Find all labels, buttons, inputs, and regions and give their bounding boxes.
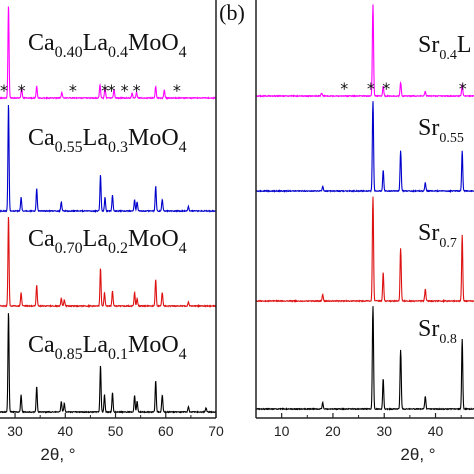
series-line-sr0-55 xyxy=(255,101,474,193)
series-label: Sr0.8 xyxy=(418,316,457,347)
impurity-marker: * xyxy=(133,81,141,100)
x-tick-label: 30 xyxy=(376,423,392,439)
impurity-marker: * xyxy=(108,81,116,100)
series-line-ca0-55la0-3moo4 xyxy=(0,104,216,213)
x-axis-title: 2θ, ° xyxy=(40,445,75,464)
series-line-sr0-7 xyxy=(255,196,474,303)
x-axis-title: 2θ, ° xyxy=(400,445,435,464)
x-tick-label: 30 xyxy=(7,423,23,439)
x-tick-label: 40 xyxy=(428,423,444,439)
impurity-marker: * xyxy=(382,79,390,98)
impurity-marker: * xyxy=(173,81,181,100)
series-label: Ca0.85La0.1MoO4 xyxy=(28,332,187,363)
impurity-marker: * xyxy=(18,81,26,100)
x-tick-label: 50 xyxy=(108,423,124,439)
x-tick-label: 60 xyxy=(158,423,174,439)
panel-a: Ca0.40La0.4MoO4* * * ** * * *Ca0.55La0.3MoO4Ca… xyxy=(0,0,224,464)
x-tick-label: 10 xyxy=(274,423,290,439)
series-label: Ca0.55La0.3MoO4 xyxy=(28,125,187,156)
series-label: Sr0.4L xyxy=(418,32,472,63)
x-tick-label: 70 xyxy=(208,423,224,439)
series-label: Ca0.70La0.2MoO4 xyxy=(28,226,187,257)
impurity-marker: * xyxy=(0,81,8,100)
series-label: Sr0.7 xyxy=(418,220,457,251)
series-line-sr0-8 xyxy=(255,306,474,411)
impurity-marker: * xyxy=(101,81,109,100)
series-line-ca0-70la0-2moo4 xyxy=(0,216,217,308)
x-tick-label: 40 xyxy=(58,423,74,439)
impurity-marker: * xyxy=(367,79,375,98)
series-line-ca0-40la0-4moo4 xyxy=(0,6,216,100)
series-label: Sr0.55 xyxy=(418,115,464,146)
series-line-sr0-4 xyxy=(255,4,474,98)
x-tick-label: 20 xyxy=(325,423,341,439)
panel-label: (b) xyxy=(219,0,245,25)
series-label: Ca0.40La0.4MoO4 xyxy=(28,30,187,61)
panel-b: Sr0.4L * * * * Sr0.55 Sr0.7 Sr0.8 10 20 30 40 2θ, ° (… xyxy=(219,0,474,464)
impurity-marker: * xyxy=(121,81,129,100)
impurity-marker: * xyxy=(69,81,77,100)
impurity-marker: * xyxy=(340,79,348,98)
impurity-marker: * xyxy=(459,79,467,98)
series-line-ca0-85la0-1moo4 xyxy=(0,313,217,414)
